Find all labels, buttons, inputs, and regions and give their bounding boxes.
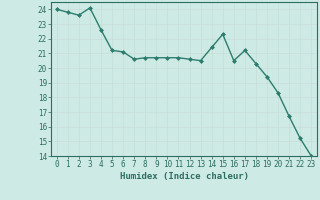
X-axis label: Humidex (Indice chaleur): Humidex (Indice chaleur) (119, 172, 249, 181)
